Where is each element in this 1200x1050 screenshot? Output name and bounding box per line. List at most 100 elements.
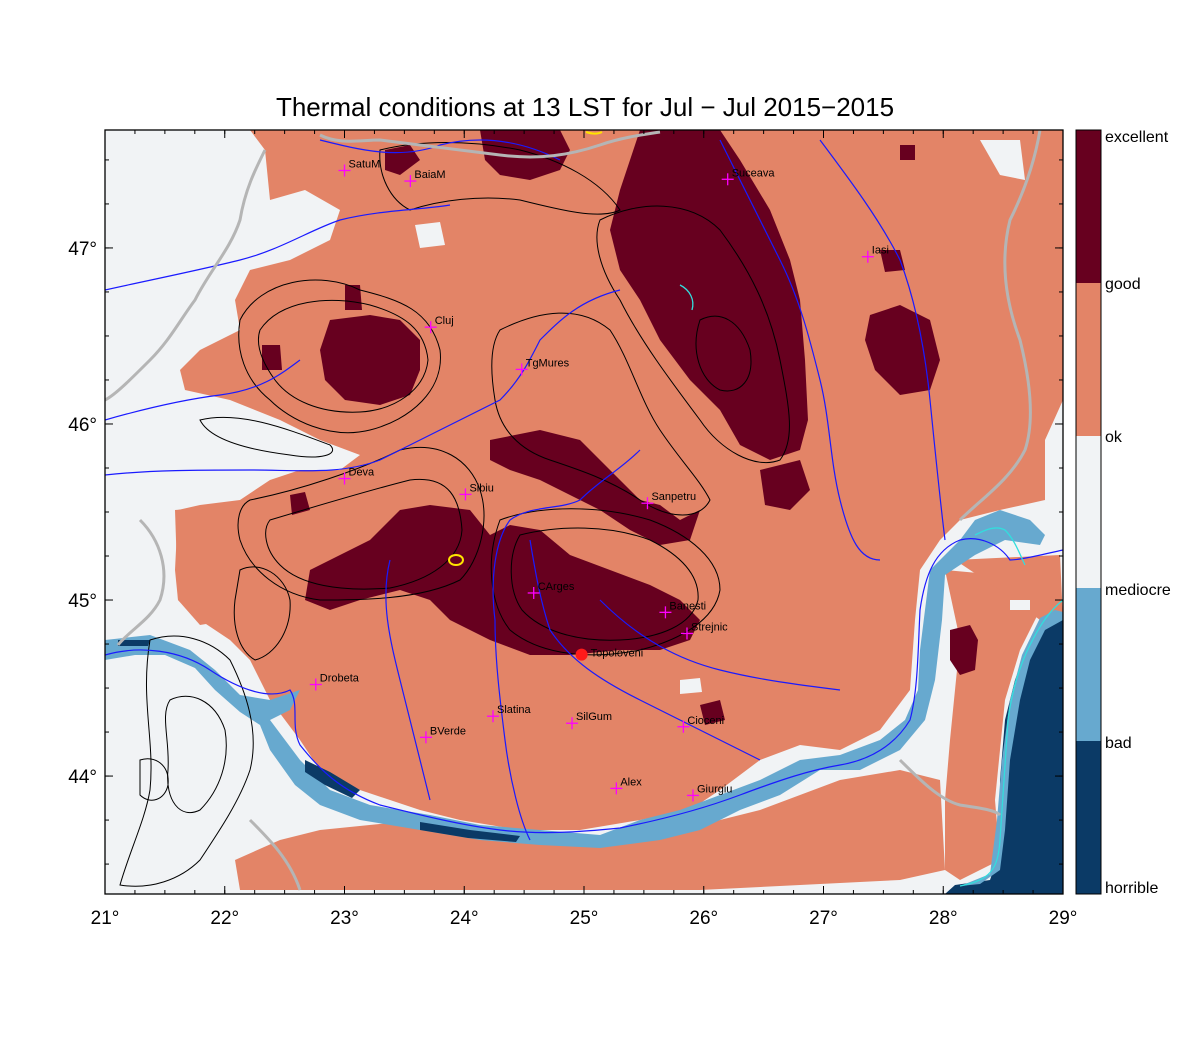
legend: excellent good ok mediocre bad horrible xyxy=(1075,129,1171,897)
axis-ticks: 21° 22° 23° 24° 25° 26° 27° 28° 29° 44° 45° 46° 47° xyxy=(68,130,1077,929)
city-label: CArges xyxy=(538,581,575,593)
yellow-contour xyxy=(585,131,603,135)
coast-line xyxy=(679,284,694,311)
city-markers: SatuM BaiaM Suceava Iasi Cluj TgMures Deva Sibi… xyxy=(309,158,889,802)
y-tick-label: 46° xyxy=(68,415,97,436)
contour-line xyxy=(257,299,429,413)
legend-label: horrible xyxy=(1105,880,1158,897)
contour-line xyxy=(164,695,227,813)
city-marker: TgMures xyxy=(515,357,570,376)
border-line xyxy=(958,130,1042,522)
river-ialomita xyxy=(599,599,841,691)
field-excellent-north xyxy=(610,130,808,460)
contour-line xyxy=(139,758,169,801)
river-crisul xyxy=(105,359,301,421)
city-marker: Strejnic xyxy=(680,621,728,640)
contour-line xyxy=(199,416,333,458)
river-siret xyxy=(719,139,881,561)
city-marker: Drobeta xyxy=(309,673,360,691)
border-line xyxy=(319,130,661,159)
x-tick-label: 24° xyxy=(450,908,479,929)
contour-line xyxy=(695,315,752,392)
city-marker: BVerde xyxy=(419,725,466,744)
city-marker: Iasi xyxy=(861,245,889,263)
field-excellent-northwest xyxy=(385,130,570,180)
city-label: BVerde xyxy=(430,725,466,737)
city-label: Deva xyxy=(349,467,376,479)
legend-label: good xyxy=(1105,276,1141,293)
legend-band-good-ok xyxy=(1076,283,1101,436)
city-marker: Suceava xyxy=(721,167,775,186)
contour-line xyxy=(119,635,254,887)
y-tick-label: 47° xyxy=(68,239,97,260)
field-good-ok-west xyxy=(175,505,250,625)
river-olt xyxy=(492,449,641,841)
legend-band-bad-horrible xyxy=(1076,741,1101,894)
city-label: Drobeta xyxy=(320,673,360,685)
city-label: Banesti xyxy=(669,600,706,612)
x-tick-label: 23° xyxy=(330,908,359,929)
river-danube xyxy=(105,538,1063,834)
river-mures xyxy=(105,289,621,476)
coast-line xyxy=(959,599,1063,887)
city-label: SatuM xyxy=(349,158,381,170)
city-label: Slatina xyxy=(497,704,532,716)
border-line xyxy=(105,149,267,402)
x-tick-label: 28° xyxy=(929,908,958,929)
city-label: Sanpetru xyxy=(651,491,696,503)
river-arges xyxy=(529,539,761,761)
river-prut xyxy=(819,139,946,541)
river-somes xyxy=(105,204,451,291)
x-tick-label: 25° xyxy=(570,908,599,929)
city-label: Iasi xyxy=(872,245,889,257)
city-marker: Cluj xyxy=(424,315,454,334)
city-label: SilGum xyxy=(576,711,612,723)
rivers xyxy=(105,139,1063,841)
contour-line xyxy=(510,527,699,641)
city-marker: Sanpetru xyxy=(641,491,696,510)
field-excellent-moldova xyxy=(865,145,940,395)
contour-line xyxy=(238,279,441,434)
city-label: Giurgiu xyxy=(697,783,732,795)
city-label: BaiaM xyxy=(414,169,445,181)
country-borders xyxy=(105,130,1042,891)
city-label: Alex xyxy=(620,776,642,788)
field-excellent-carpathians xyxy=(305,505,700,655)
legend-band-ok-mediocre xyxy=(1076,436,1101,588)
city-label: Cluj xyxy=(435,315,454,327)
legend-label: excellent xyxy=(1105,129,1169,146)
highlight-city-label: Topoloveni xyxy=(591,648,644,660)
border-line xyxy=(116,518,166,646)
map-field xyxy=(105,130,1063,894)
contour-line xyxy=(233,566,291,661)
y-tick-label: 44° xyxy=(68,767,97,788)
x-tick-label: 27° xyxy=(809,908,838,929)
x-tick-label: 26° xyxy=(689,908,718,929)
city-marker: Deva xyxy=(338,467,376,485)
legend-label: mediocre xyxy=(1105,582,1171,599)
legend-band-mediocre-bad xyxy=(1076,588,1101,741)
yellow-contours xyxy=(448,131,603,566)
border-line xyxy=(898,758,1002,817)
legend-frame xyxy=(1075,129,1102,895)
legend-label: bad xyxy=(1105,735,1132,752)
city-marker: SatuM xyxy=(338,158,381,177)
x-tick-label: 21° xyxy=(91,908,120,929)
city-marker: BaiaM xyxy=(404,169,446,188)
coastline xyxy=(679,284,1063,887)
city-label: TgMures xyxy=(526,357,570,369)
city-label: Cioceni xyxy=(687,715,724,727)
highlight-dot-icon xyxy=(575,648,588,661)
field-excellent-apuseni xyxy=(262,285,420,405)
city-label: Strejnic xyxy=(691,621,728,633)
map-title: Thermal conditions at 13 LST for Jul − J… xyxy=(275,92,895,122)
city-marker: Alex xyxy=(610,776,642,795)
contour-line xyxy=(596,205,790,464)
legend-label: ok xyxy=(1105,429,1123,446)
city-label: Sibiu xyxy=(469,482,493,494)
y-tick-label: 45° xyxy=(68,591,97,612)
coast-line xyxy=(974,527,1026,566)
field-good-ok-delta xyxy=(955,555,1063,620)
yellow-contour xyxy=(448,554,464,566)
